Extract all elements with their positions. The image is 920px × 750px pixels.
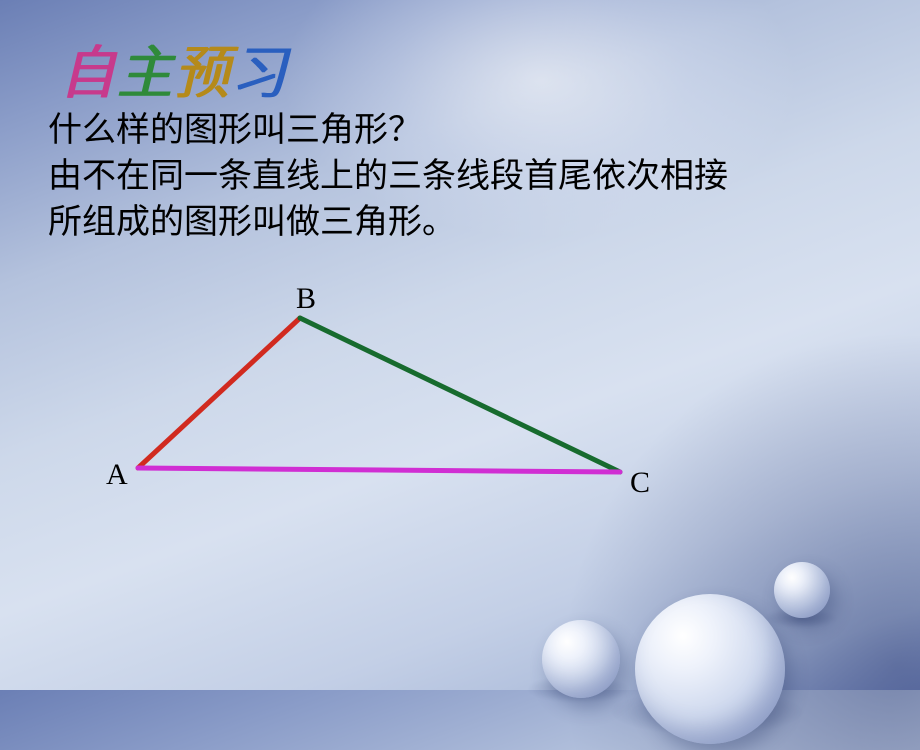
heading-char-3: 预 — [174, 41, 231, 106]
heading-char-2: 主 — [117, 41, 174, 106]
vertex-label-c: C — [630, 466, 650, 500]
vertex-label-b: B — [296, 282, 316, 316]
decorative-sphere — [774, 562, 830, 618]
slide-heading: 自主预习 — [60, 26, 288, 110]
heading-char-1: 自 — [60, 41, 117, 106]
vertex-label-a: A — [106, 458, 128, 492]
decorative-sphere — [635, 594, 785, 744]
decorative-sphere — [542, 620, 620, 698]
answer-line-1: 由不在同一条直线上的三条线段首尾依次相接 — [48, 154, 868, 200]
heading-char-4: 习 — [231, 41, 288, 106]
triangle-edge — [138, 468, 620, 472]
answer-line-2: 所组成的图形叫做三角形。 — [48, 200, 868, 246]
triangle-edge — [138, 318, 300, 468]
triangle-edge — [300, 318, 620, 472]
triangle-svg — [100, 280, 660, 510]
triangle-figure: A B C — [100, 280, 660, 510]
question-text: 什么样的图形叫三角形？ — [48, 108, 868, 154]
slide-body: 什么样的图形叫三角形？ 由不在同一条直线上的三条线段首尾依次相接 所组成的图形叫… — [48, 108, 868, 246]
